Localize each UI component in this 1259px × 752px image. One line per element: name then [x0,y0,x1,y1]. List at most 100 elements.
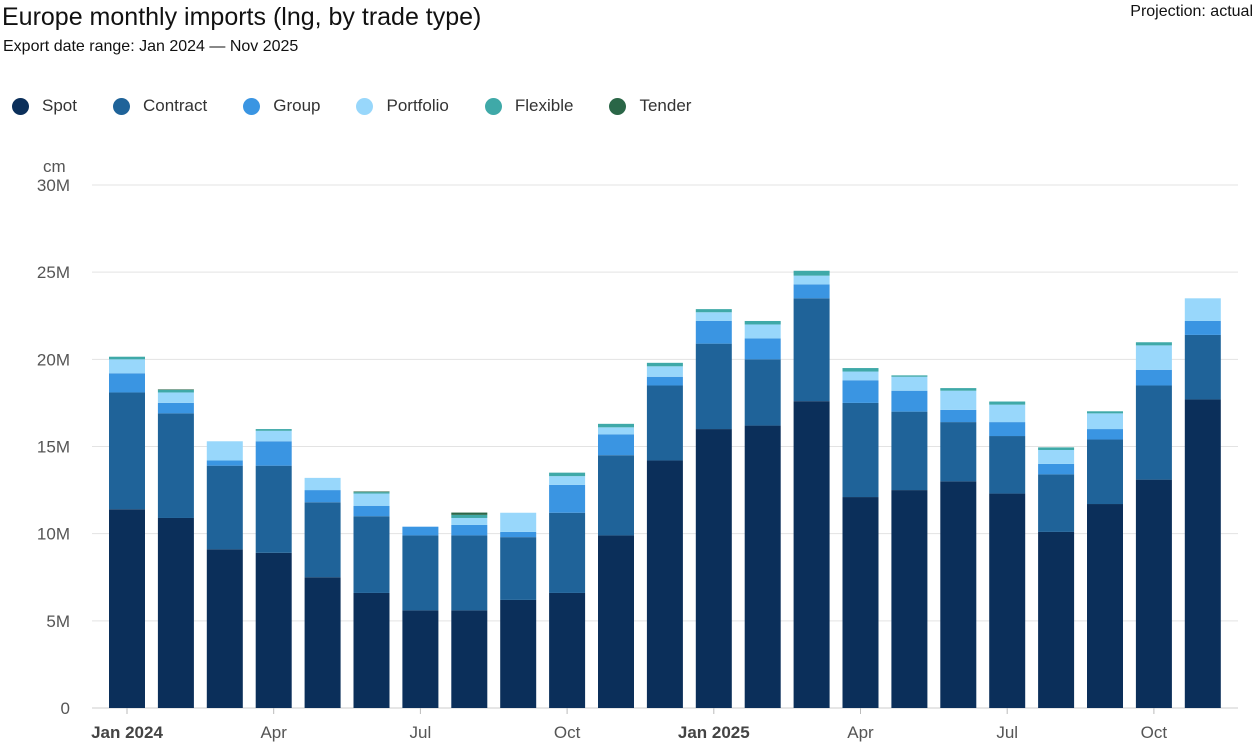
bar-segment-spot[interactable]: Nov 2024 · Spot: 9,900,000 [598,535,634,708]
bar-segment-portfolio[interactable]: Aug 2025 · Portfolio: 800,000 [1038,449,1075,464]
bar-stack[interactable]: Nov 2025 · Spot: 17,700,000Nov 2025 · Co… [1184,298,1221,708]
bar-segment-flexible[interactable]: Mar 2025 · Flexible: 280,000 [793,270,830,276]
bar-segment-tender[interactable]: Jun 2024 · Tender: 40,000 [353,491,390,493]
bar-segment-group[interactable]: Oct 2024 · Group: 1,600,000 [549,484,586,513]
bar-segment-spot[interactable]: Oct 2024 · Spot: 6,600,000 [549,592,586,708]
legend-item-spot[interactable]: Spot [12,96,77,116]
bar-segment-portfolio[interactable]: Mar 2024 · Portfolio: 1,100,000 [206,441,243,461]
bar-segment-flexible[interactable]: Feb 2024 · Flexible: 150,000 [157,389,194,393]
bar-segment-contract[interactable]: Oct 2024 · Contract: 4,600,000 [549,512,586,593]
bar-segment-spot[interactable]: Jul 2024 · Spot: 5,600,000 [402,610,439,708]
bar-segment-portfolio[interactable]: Mar 2025 · Portfolio: 500,000 [793,275,830,285]
bar-segment-group[interactable]: Jan 2024 · Group: 1,100,000 [109,373,145,393]
bar-segment-contract[interactable]: Jan 2024 · Contract: 6,700,000 [109,392,145,510]
bar-stack[interactable]: Jul 2025 · Spot: 12,300,000Jul 2025 · Co… [989,401,1026,708]
bar-segment-flexible[interactable]: Dec 2024 · Flexible: 200,000 [646,362,683,367]
bar-segment-spot[interactable]: Oct 2025 · Spot: 13,100,000 [1135,479,1172,708]
bar-segment-group[interactable]: Apr 2024 · Group: 1,400,000 [255,441,292,466]
bar-segment-contract[interactable]: Nov 2025 · Contract: 3,700,000 [1184,334,1221,400]
bar-segment-group[interactable]: Oct 2025 · Group: 900,000 [1135,369,1172,386]
bar-segment-spot[interactable]: Jun 2024 · Spot: 6,600,000 [353,592,390,708]
bar-segment-group[interactable]: Jun 2025 · Group: 700,000 [940,409,977,423]
bar-segment-contract[interactable]: Apr 2025 · Contract: 5,400,000 [842,402,879,498]
bar-segment-flexible[interactable]: Aug 2025 · Flexible: 150,000 [1038,447,1075,450]
bar-stack[interactable]: Jul 2024 · Spot: 5,600,000Jul 2024 · Con… [402,526,439,708]
bar-segment-portfolio[interactable]: Aug 2024 · Portfolio: 400,000 [451,517,488,525]
bar-segment-portfolio[interactable]: Apr 2024 · Portfolio: 600,000 [255,430,292,442]
legend-item-tender[interactable]: Tender [609,96,691,116]
bar-segment-tender[interactable]: Feb 2024 · Tender: 30,000 [157,389,194,390]
bar-stack[interactable]: Sep 2024 · Spot: 6,200,000Sep 2024 · Con… [500,512,537,708]
bar-segment-group[interactable]: Mar 2025 · Group: 800,000 [793,284,830,299]
bar-segment-portfolio[interactable]: Oct 2024 · Portfolio: 500,000 [549,476,586,485]
bar-segment-flexible[interactable]: Jun 2025 · Flexible: 150,000 [940,388,977,391]
bar-segment-flexible[interactable]: Jan 2025 · Flexible: 180,000 [695,309,732,313]
bar-segment-portfolio[interactable]: Dec 2024 · Portfolio: 600,000 [646,366,683,377]
bar-stack[interactable]: Apr 2024 · Spot: 8,900,000Apr 2024 · Con… [255,429,292,708]
bar-segment-spot[interactable]: May 2024 · Spot: 7,500,000 [304,577,341,708]
bar-segment-portfolio[interactable]: Feb 2024 · Portfolio: 600,000 [157,392,194,403]
bar-segment-contract[interactable]: Jan 2025 · Contract: 4,900,000 [695,343,732,430]
bar-segment-portfolio[interactable]: May 2024 · Portfolio: 700,000 [304,477,341,491]
bar-segment-flexible[interactable]: Oct 2025 · Flexible: 180,000 [1135,342,1172,346]
bar-segment-portfolio[interactable]: Jan 2024 · Portfolio: 800,000 [109,359,145,374]
bar-segment-flexible[interactable]: Oct 2024 · Flexible: 200,000 [549,472,586,477]
bar-segment-contract[interactable]: Jun 2025 · Contract: 3,400,000 [940,422,977,482]
bar-segment-flexible[interactable]: Nov 2024 · Flexible: 200,000 [598,423,634,428]
bar-segment-group[interactable]: Feb 2024 · Group: 600,000 [157,402,194,414]
bar-segment-portfolio[interactable]: Apr 2025 · Portfolio: 500,000 [842,371,879,381]
bar-segment-portfolio[interactable]: Nov 2024 · Portfolio: 400,000 [598,427,634,435]
bar-segment-flexible[interactable]: Jul 2025 · Flexible: 180,000 [989,401,1026,405]
bar-segment-spot[interactable]: Apr 2024 · Spot: 8,900,000 [255,552,292,708]
bar-stack[interactable]: Apr 2025 · Spot: 12,100,000Apr 2025 · Co… [842,368,879,708]
bar-segment-contract[interactable]: Mar 2025 · Contract: 5,900,000 [793,298,830,402]
bar-stack[interactable]: May 2025 · Spot: 12,500,000May 2025 · Co… [891,375,928,708]
bar-segment-spot[interactable]: Apr 2025 · Spot: 12,100,000 [842,497,879,708]
bar-segment-portfolio[interactable]: Oct 2025 · Portfolio: 1,400,000 [1135,345,1172,370]
bar-stack[interactable]: Nov 2024 · Spot: 9,900,000Nov 2024 · Con… [598,423,634,708]
bar-stack[interactable]: Feb 2024 · Spot: 10,900,000Feb 2024 · Co… [157,389,194,708]
bar-segment-flexible[interactable]: Feb 2025 · Flexible: 200,000 [744,320,781,325]
bar-segment-contract[interactable]: Mar 2024 · Contract: 4,800,000 [206,465,243,550]
bar-segment-flexible[interactable]: Aug 2024 · Flexible: 180,000 [451,514,488,518]
bar-segment-contract[interactable]: Aug 2025 · Contract: 3,300,000 [1038,474,1075,532]
bar-stack[interactable]: Jun 2024 · Spot: 6,600,000Jun 2024 · Con… [353,491,390,708]
bar-segment-group[interactable]: Nov 2024 · Group: 1,200,000 [598,434,634,456]
bar-segment-contract[interactable]: Jul 2025 · Contract: 3,300,000 [989,436,1026,494]
legend-item-contract[interactable]: Contract [112,96,207,116]
bar-segment-contract[interactable]: Feb 2024 · Contract: 6,000,000 [157,413,194,518]
bar-segment-flexible[interactable]: Apr 2025 · Flexible: 200,000 [842,368,879,372]
bar-segment-group[interactable]: Nov 2025 · Group: 800,000 [1184,320,1221,335]
bar-segment-spot[interactable]: Jan 2025 · Spot: 16,000,000 [695,429,732,708]
bar-segment-spot[interactable]: Aug 2025 · Spot: 10,100,000 [1038,531,1075,708]
bar-stack[interactable]: Oct 2024 · Spot: 6,600,000Oct 2024 · Con… [549,472,586,708]
bar-stack[interactable]: Aug 2025 · Spot: 10,100,000Aug 2025 · Co… [1038,447,1075,708]
bar-segment-spot[interactable]: Feb 2024 · Spot: 10,900,000 [157,517,194,708]
bar-segment-portfolio[interactable]: Jul 2025 · Portfolio: 1,000,000 [989,404,1026,423]
bar-segment-portfolio[interactable]: Sep 2024 · Portfolio: 1,100,000 [500,512,537,532]
bar-segment-group[interactable]: Apr 2025 · Group: 1,300,000 [842,380,879,403]
bar-segment-contract[interactable]: May 2024 · Contract: 4,300,000 [304,502,341,578]
bar-stack[interactable]: Mar 2025 · Spot: 17,600,000Mar 2025 · Co… [793,270,830,708]
bar-segment-flexible[interactable]: Jun 2024 · Flexible: 80,000 [353,492,390,494]
bar-segment-group[interactable]: Mar 2024 · Group: 300,000 [206,460,243,466]
bar-stack[interactable]: Dec 2024 · Spot: 14,200,000Dec 2024 · Co… [646,362,683,708]
bar-segment-spot[interactable]: Jul 2025 · Spot: 12,300,000 [989,493,1026,708]
bar-segment-spot[interactable]: Sep 2025 · Spot: 11,700,000 [1087,504,1123,708]
bar-segment-spot[interactable]: Mar 2025 · Spot: 17,600,000 [793,401,830,708]
bar-segment-spot[interactable]: Dec 2024 · Spot: 14,200,000 [646,460,683,708]
bar-segment-portfolio[interactable]: Nov 2025 · Portfolio: 1,300,000 [1184,298,1221,321]
bar-segment-contract[interactable]: Sep 2024 · Contract: 3,600,000 [500,537,537,600]
bar-stack[interactable]: Jun 2025 · Spot: 13,000,000Jun 2025 · Co… [940,388,977,708]
bar-segment-spot[interactable]: May 2025 · Spot: 12,500,000 [891,490,928,708]
bar-stack[interactable]: Aug 2024 · Spot: 5,600,000Aug 2024 · Con… [451,512,488,708]
bar-segment-contract[interactable]: Feb 2025 · Contract: 3,800,000 [744,359,781,426]
bar-segment-flexible[interactable]: Jan 2024 · Flexible: 150,000 [109,356,145,360]
bar-segment-portfolio[interactable]: Jun 2025 · Portfolio: 1,100,000 [940,390,977,410]
bar-segment-flexible[interactable]: Apr 2024 · Flexible: 100,000 [255,429,292,431]
bar-segment-group[interactable]: Sep 2025 · Group: 600,000 [1087,429,1123,440]
bar-segment-group[interactable]: Jun 2024 · Group: 600,000 [353,505,390,517]
bar-segment-spot[interactable]: Feb 2025 · Spot: 16,200,000 [744,425,781,708]
bar-segment-portfolio[interactable]: Jun 2024 · Portfolio: 700,000 [353,493,390,506]
bar-segment-tender[interactable]: Aug 2024 · Tender: 130,000 [451,512,488,515]
